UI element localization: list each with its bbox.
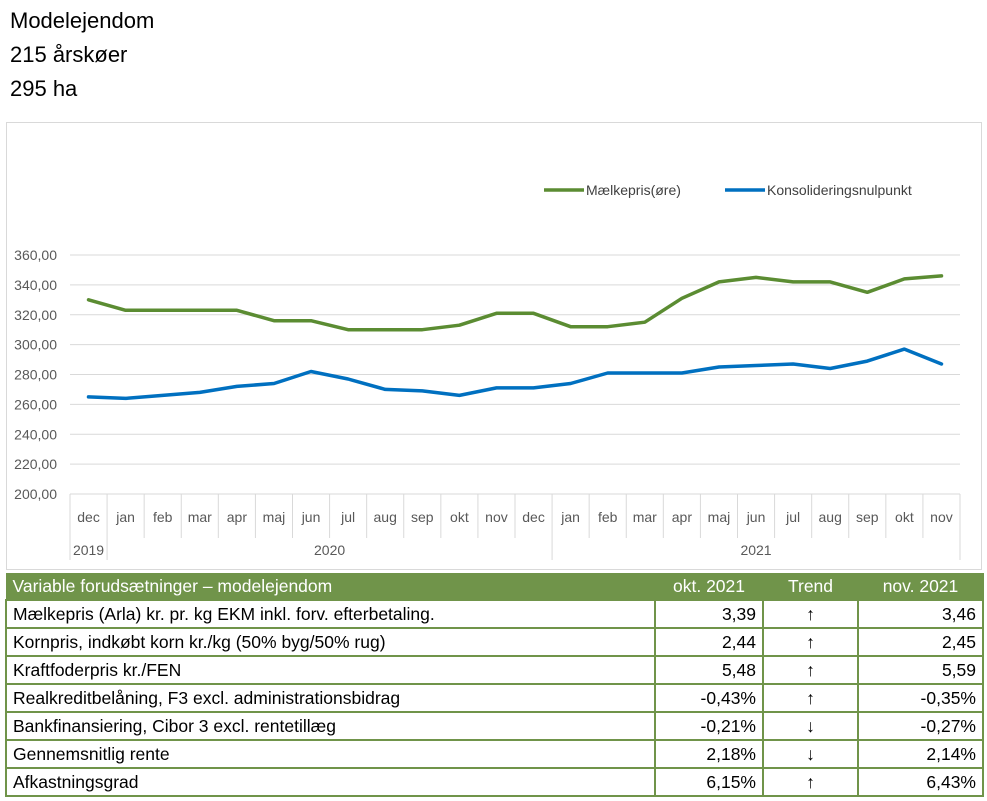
table-row: Kornpris, indkøbt korn kr./kg (50% byg/5… <box>5 627 984 657</box>
x-tick-label: jun <box>301 509 321 525</box>
table-row: Kraftfoderpris kr./FEN 5,48 ↑ 5,59 <box>5 655 984 685</box>
table-header-nov: nov. 2021 <box>857 573 984 600</box>
row-value-nov: 6,43% <box>857 767 984 797</box>
page-header: Modelejendom 215 årskøer 295 ha <box>10 4 154 106</box>
y-tick-label: 240,00 <box>14 426 57 442</box>
row-label: Kornpris, indkøbt korn kr./kg (50% byg/5… <box>5 627 656 657</box>
y-tick-label: 280,00 <box>14 367 57 383</box>
row-value-okt: 6,15% <box>654 767 764 797</box>
x-tick-label: jul <box>340 509 355 525</box>
y-tick-label: 260,00 <box>14 396 57 412</box>
year-label: 2020 <box>314 542 345 558</box>
chart-frame: 200,00 220,00 240,00 260,00 280,00 300,00 320,… <box>6 122 982 570</box>
farm-title: Modelejendom <box>10 8 155 33</box>
row-label: Gennemsnitlig rente <box>5 739 656 769</box>
table-header-label: Variable forudsætninger – modelejendom <box>5 573 656 600</box>
x-tick-label: nov <box>930 509 953 525</box>
series-line <box>86 347 944 401</box>
series-line <box>86 274 944 332</box>
row-value-okt: -0,43% <box>654 683 764 713</box>
trend-arrow-icon: ↓ <box>762 711 859 741</box>
x-tick-label: aug <box>374 509 397 525</box>
table-header-okt: okt. 2021 <box>654 573 764 600</box>
assumptions-table: Variable forudsætninger – modelejendom o… <box>5 573 984 797</box>
x-tick-label: dec <box>77 509 100 525</box>
table-row: Afkastningsgrad 6,15% ↑ 6,43% <box>5 767 984 797</box>
y-tick-label: 320,00 <box>14 307 57 323</box>
x-tick-label: jan <box>115 509 135 525</box>
row-value-nov: -0,27% <box>857 711 984 741</box>
row-value-nov: 3,46 <box>857 599 984 629</box>
row-value-nov: 2,45 <box>857 627 984 657</box>
trend-arrow-icon: ↑ <box>762 683 859 713</box>
x-tick-label: jun <box>746 509 766 525</box>
row-value-okt: 2,44 <box>654 627 764 657</box>
table-header-trend: Trend <box>762 573 859 600</box>
legend-label: Mælkepris(øre) <box>586 182 681 198</box>
table-row: Gennemsnitlig rente 2,18% ↓ 2,14% <box>5 739 984 769</box>
trend-arrow-icon: ↓ <box>762 739 859 769</box>
x-tick-label: okt <box>450 509 469 525</box>
table-row: Bankfinansiering, Cibor 3 excl. rentetil… <box>5 711 984 741</box>
table-row: Realkreditbelåning, F3 excl. administrat… <box>5 683 984 713</box>
trend-arrow-icon: ↑ <box>762 655 859 685</box>
row-value-nov: 5,59 <box>857 655 984 685</box>
trend-arrow-icon: ↑ <box>762 599 859 629</box>
hectare-count: 295 ha <box>10 76 78 101</box>
line-chart: 200,00 220,00 240,00 260,00 280,00 300,00 320,… <box>14 182 961 560</box>
row-value-nov: -0,35% <box>857 683 984 713</box>
x-tick-label: okt <box>895 509 914 525</box>
trend-arrow-icon: ↑ <box>762 627 859 657</box>
x-tick-label: dec <box>522 509 545 525</box>
x-tick-label: mar <box>188 509 212 525</box>
y-tick-label: 300,00 <box>14 337 57 353</box>
year-label: 2021 <box>740 542 771 558</box>
year-label: 2019 <box>73 542 104 558</box>
x-tick-label: sep <box>411 509 434 525</box>
x-tick-label: aug <box>819 509 842 525</box>
x-tick-label: feb <box>153 509 173 525</box>
trend-arrow-icon: ↑ <box>762 767 859 797</box>
y-tick-label: 220,00 <box>14 456 57 472</box>
table-row: Mælkepris (Arla) kr. pr. kg EKM inkl. fo… <box>5 599 984 629</box>
row-value-okt: 3,39 <box>654 599 764 629</box>
x-tick-label: maj <box>708 509 731 525</box>
row-label: Mælkepris (Arla) kr. pr. kg EKM inkl. fo… <box>5 599 656 629</box>
x-tick-label: mar <box>633 509 657 525</box>
row-value-okt: -0,21% <box>654 711 764 741</box>
y-tick-label: 360,00 <box>14 247 57 263</box>
x-tick-label: nov <box>485 509 508 525</box>
y-tick-label: 340,00 <box>14 277 57 293</box>
row-label: Bankfinansiering, Cibor 3 excl. rentetil… <box>5 711 656 741</box>
row-label: Kraftfoderpris kr./FEN <box>5 655 656 685</box>
x-tick-label: jul <box>785 509 800 525</box>
cow-count: 215 årskøer <box>10 42 128 67</box>
legend-label: Konsolideringsnulpunkt <box>767 182 912 198</box>
x-tick-label: sep <box>856 509 879 525</box>
x-tick-label: jan <box>560 509 580 525</box>
x-tick-label: apr <box>672 509 693 525</box>
row-label: Realkreditbelåning, F3 excl. administrat… <box>5 683 656 713</box>
row-value-okt: 5,48 <box>654 655 764 685</box>
table-header-row: Variable forudsætninger – modelejendom o… <box>5 573 984 600</box>
row-value-nov: 2,14% <box>857 739 984 769</box>
x-tick-label: maj <box>263 509 286 525</box>
y-tick-label: 200,00 <box>14 486 57 502</box>
x-tick-label: feb <box>598 509 618 525</box>
row-label: Afkastningsgrad <box>5 767 656 797</box>
x-tick-label: apr <box>227 509 248 525</box>
row-value-okt: 2,18% <box>654 739 764 769</box>
